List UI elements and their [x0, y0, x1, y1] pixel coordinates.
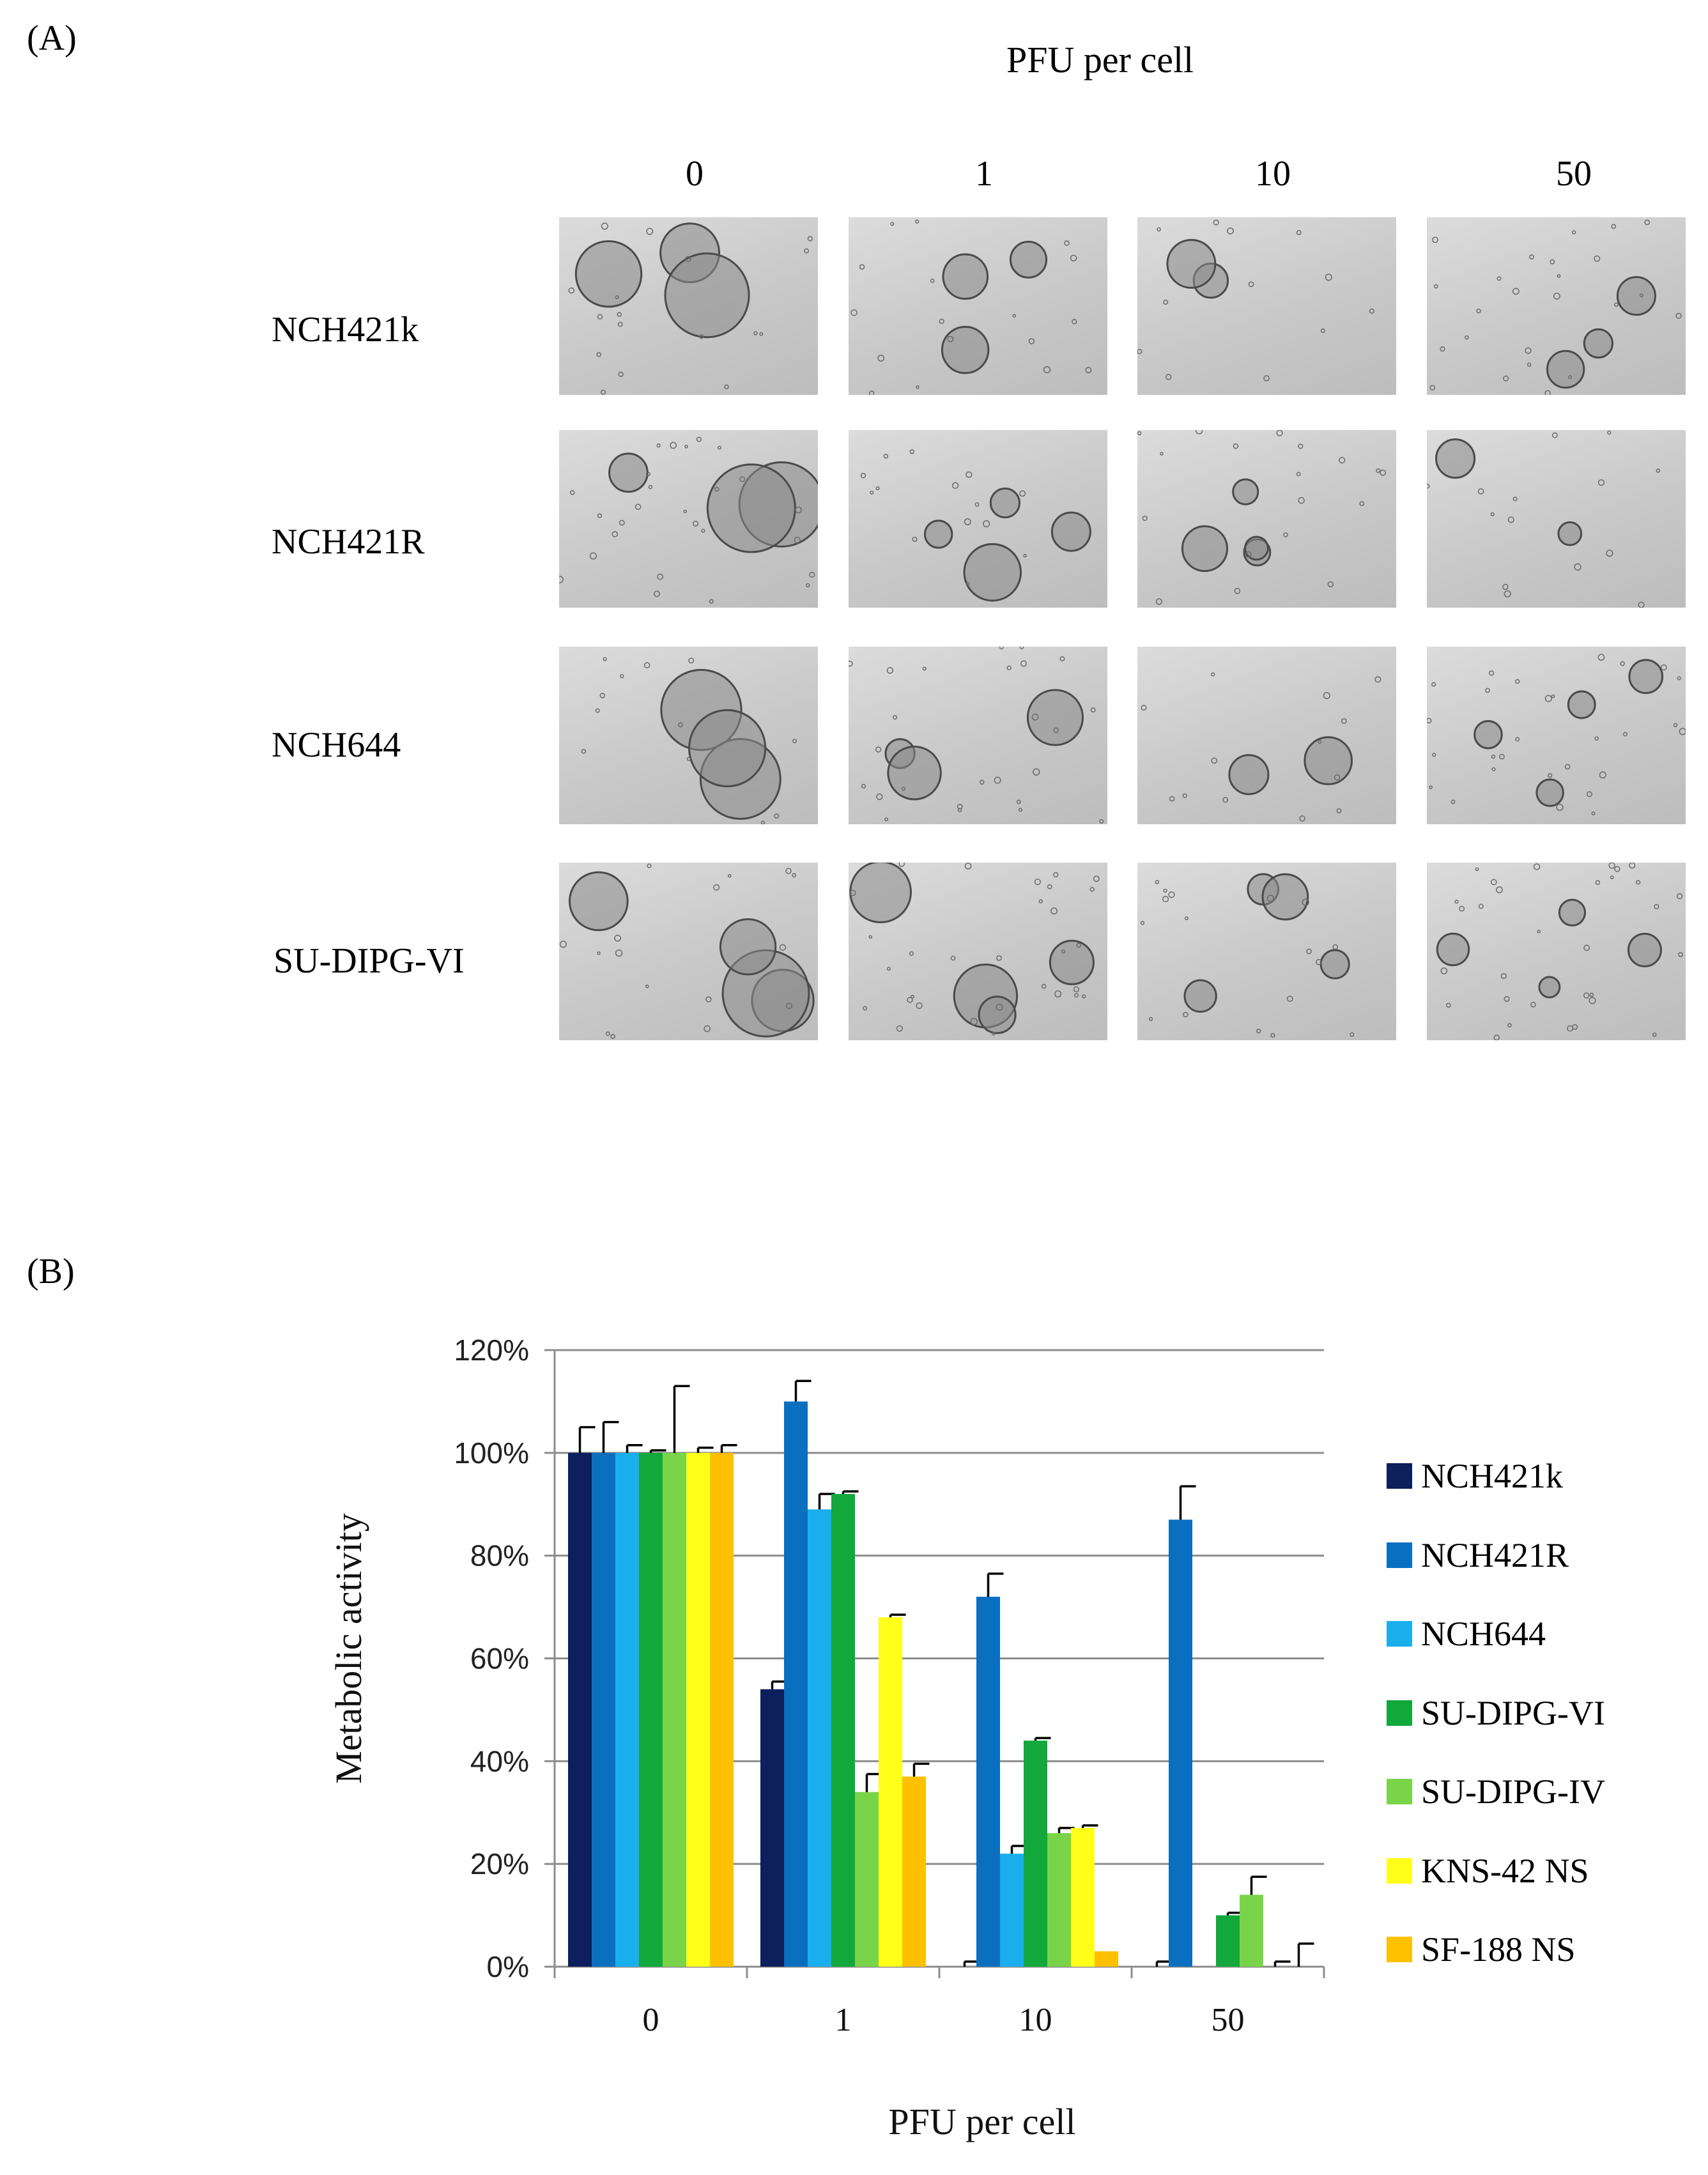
micrograph-nch644-pfu-0: [559, 647, 818, 824]
legend-item: NCH421k: [1387, 1457, 1563, 1495]
dose-label-10: 10: [1255, 154, 1291, 194]
row-label-nch421k: NCH421k: [272, 310, 419, 350]
bar-nch421r-50: [1169, 1519, 1192, 1967]
micrograph-nch421k-pfu-50: [1427, 217, 1686, 395]
bar-nch421k-0: [568, 1452, 592, 1967]
dose-label-50: 50: [1556, 154, 1592, 194]
bar-su-dipg-vi-10: [1024, 1741, 1047, 1967]
bar-nch421r-10: [976, 1597, 1000, 1967]
legend-item: SF-188 NS: [1387, 1930, 1576, 1969]
micrograph-nch421r-pfu-10: [1137, 430, 1396, 608]
x-tick-label: 1: [835, 2002, 852, 2038]
bar-sf-188-ns-1: [902, 1776, 926, 1967]
bar-su-dipg-iv-0: [663, 1452, 686, 1967]
panel-b-label: (B): [27, 1252, 75, 1291]
micrograph-su-dipg-vi-pfu-10: [1137, 863, 1396, 1040]
micrograph-nch421r-pfu-50: [1427, 430, 1686, 608]
micrograph-nch421k-pfu-10: [1137, 217, 1396, 395]
row-label-nch421r: NCH421R: [272, 522, 425, 562]
y-tick-label: 0%: [487, 1950, 529, 1983]
bar-su-dipg-iv-1: [855, 1792, 879, 1967]
legend-swatch: [1387, 1463, 1412, 1489]
micrograph-su-dipg-vi-pfu-1: [849, 863, 1107, 1040]
bar-kns-42-ns-10: [1071, 1827, 1095, 1967]
y-tick-label: 60%: [470, 1642, 529, 1675]
legend-swatch: [1387, 1542, 1412, 1568]
bar-nch644-1: [808, 1509, 831, 1967]
legend-label: SU-DIPG-VI: [1421, 1693, 1605, 1732]
bar-su-dipg-iv-10: [1047, 1833, 1071, 1967]
micrograph-nch421k-pfu-1: [849, 217, 1107, 395]
legend-swatch: [1387, 1700, 1412, 1726]
y-axis-title: Metabolic activity: [328, 1513, 369, 1784]
x-tick-label: 0: [643, 2002, 659, 2038]
dose-label-0: 0: [686, 154, 704, 194]
legend-swatch: [1387, 1937, 1412, 1962]
y-tick-label: 40%: [470, 1744, 529, 1778]
legend-label: NCH421k: [1421, 1457, 1564, 1495]
legend-swatch: [1387, 1857, 1412, 1884]
legend-label: KNS-42 NS: [1421, 1851, 1589, 1890]
bar-su-dipg-iv-50: [1240, 1894, 1263, 1967]
legend-item: SU-DIPG-VI: [1387, 1694, 1605, 1732]
bar-kns-42-ns-1: [879, 1617, 902, 1967]
y-tick-label: 120%: [454, 1333, 529, 1367]
row-label-su-dipg-vi: SU-DIPG-VI: [273, 941, 465, 981]
legend-item: KNS-42 NS: [1387, 1852, 1589, 1890]
legend-label: SF-188 NS: [1421, 1930, 1576, 1969]
bar-nch421r-1: [784, 1401, 808, 1967]
legend-item: SU-DIPG-IV: [1387, 1772, 1605, 1811]
y-tick-label: 20%: [470, 1847, 529, 1880]
micrograph-nch644-pfu-1: [849, 647, 1107, 824]
micrograph-nch421r-pfu-1: [849, 430, 1107, 608]
bar-sf-188-ns-0: [710, 1452, 734, 1967]
legend-label: NCH421R: [1421, 1535, 1569, 1574]
x-tick-label: 50: [1212, 2002, 1245, 2038]
dose-label-1: 1: [975, 154, 993, 194]
y-tick-label: 100%: [454, 1436, 529, 1470]
bar-nch421k-1: [760, 1689, 784, 1967]
micrograph-nch421r-pfu-0: [559, 430, 818, 608]
bar-kns-42-ns-0: [686, 1452, 710, 1967]
bar-su-dipg-vi-50: [1216, 1915, 1240, 1967]
legend-swatch: [1387, 1779, 1412, 1804]
y-tick-label: 80%: [470, 1539, 529, 1572]
bar-su-dipg-vi-0: [639, 1452, 663, 1967]
bar-sf-188-ns-10: [1095, 1951, 1118, 1967]
bar-nch644-0: [615, 1452, 639, 1967]
micrograph-su-dipg-vi-pfu-50: [1427, 863, 1686, 1040]
legend-item: NCH644: [1387, 1615, 1546, 1653]
panel-a-title: PFU per cell: [1006, 39, 1194, 81]
panel-a-label: (A): [27, 19, 77, 58]
micrograph-su-dipg-vi-pfu-0: [559, 863, 818, 1040]
legend-swatch: [1387, 1621, 1412, 1647]
legend-label: SU-DIPG-IV: [1421, 1772, 1605, 1811]
bar-nch644-10: [1000, 1854, 1024, 1967]
bar-su-dipg-vi-1: [831, 1494, 855, 1967]
micrograph-nch644-pfu-10: [1137, 647, 1396, 824]
bar-nch421r-0: [592, 1452, 615, 1967]
micrograph-nch644-pfu-50: [1427, 647, 1686, 824]
legend-item: NCH421R: [1387, 1536, 1569, 1574]
micrograph-nch421k-pfu-0: [559, 217, 818, 395]
row-label-nch644: NCH644: [272, 725, 401, 765]
legend-label: NCH644: [1421, 1615, 1546, 1653]
x-tick-label: 10: [1019, 2002, 1052, 2038]
x-axis-title: PFU per cell: [888, 2101, 1075, 2142]
